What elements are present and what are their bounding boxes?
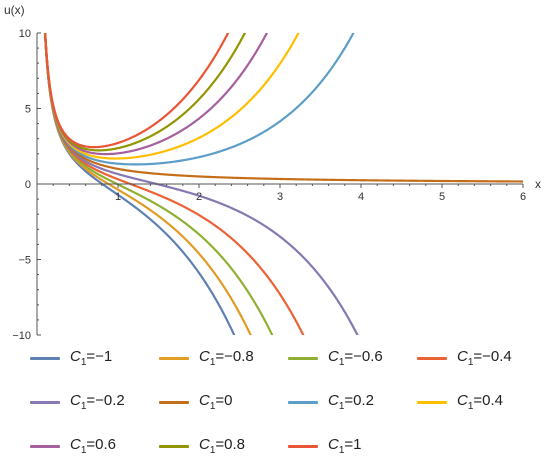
y-tick-label: −10	[12, 330, 31, 342]
legend-label-symbol: C	[199, 348, 210, 365]
y-tick-label: 10	[19, 28, 31, 40]
x-tick-label: 4	[358, 191, 364, 203]
legend-label: C1=−0.4	[457, 348, 512, 368]
legend-label-value: =−0.8	[215, 348, 254, 365]
legend-item: C1=0.4	[417, 392, 503, 412]
legend-item: C1=1	[288, 436, 362, 456]
series-line-10	[44, 33, 230, 149]
legend-swatch	[30, 444, 60, 448]
legend-label-value: =0.4	[473, 392, 504, 409]
series-line-2	[43, 33, 274, 335]
legend-swatch	[417, 400, 447, 404]
series-line-6	[44, 33, 355, 166]
legend-label: C1=0	[199, 392, 233, 412]
legend-label-subscript: 1	[338, 401, 345, 412]
legend-label-value: =−0.2	[86, 392, 125, 409]
legend-label-value: =−0.4	[473, 348, 512, 365]
legend-label-value: =0	[215, 392, 233, 409]
legend-label-symbol: C	[70, 436, 81, 453]
legend-label-subscript: 1	[80, 401, 87, 412]
legend-label-value: =1	[344, 436, 362, 453]
legend-swatch	[417, 356, 447, 360]
legend-swatch	[30, 356, 60, 360]
x-tick-label: 2	[196, 191, 202, 203]
series-line-1	[43, 33, 252, 335]
legend-label-subscript: 1	[467, 357, 474, 368]
legend-label: C1=0.8	[199, 436, 245, 456]
legend-label-subscript: 1	[338, 357, 345, 368]
legend-label-symbol: C	[328, 436, 339, 453]
series-line-3	[43, 33, 305, 335]
legend-label-symbol: C	[328, 348, 339, 365]
legend-item: C1=−0.4	[417, 348, 512, 368]
legend-label-subscript: 1	[80, 445, 87, 456]
legend-swatch	[30, 400, 60, 404]
series-line-4	[43, 33, 359, 335]
legend-swatch	[288, 444, 318, 448]
series-line-5	[43, 33, 523, 183]
legend-item: C1=0.6	[30, 436, 116, 456]
legend-label-symbol: C	[457, 348, 468, 365]
legend-swatch	[159, 444, 189, 448]
y-tick-label: −5	[18, 255, 31, 267]
x-axis-label: x	[535, 177, 541, 191]
y-tick-label: 5	[25, 104, 31, 116]
legend-label-symbol: C	[70, 392, 81, 409]
legend-swatch	[288, 356, 318, 360]
legend-label-value: =0.8	[215, 436, 246, 453]
legend-label: C1=−0.8	[199, 348, 254, 368]
legend-item: C1=−0.8	[159, 348, 254, 368]
x-tick-label: 6	[520, 191, 526, 203]
legend-item: C1=−1	[30, 348, 112, 368]
legend-label-value: =−0.6	[344, 348, 383, 365]
legend-label: C1=−1	[70, 348, 112, 368]
x-tick-label: 3	[277, 191, 283, 203]
legend-label-symbol: C	[70, 348, 81, 365]
y-tick-label: 0	[25, 179, 31, 191]
legend-swatch	[288, 400, 318, 404]
series-line-8	[44, 33, 269, 156]
legend-label-value: =0.2	[344, 392, 375, 409]
y-ticks: −10 −5 0 5 10	[12, 28, 41, 342]
legend-item: C1=−0.2	[30, 392, 125, 412]
legend-swatch	[159, 356, 189, 360]
legend-label-subscript: 1	[467, 401, 474, 412]
legend-label-value: =0.6	[86, 436, 117, 453]
legend-label-subscript: 1	[209, 445, 216, 456]
legend-label-value: =−1	[86, 348, 113, 365]
legend-label-subscript: 1	[80, 357, 87, 368]
axes: 1 2 3 4 5 6 −10 −5 0 5 10	[12, 28, 526, 342]
legend-item: C1=0.8	[159, 436, 245, 456]
legend-swatch	[159, 400, 189, 404]
legend-label: C1=0.4	[457, 392, 503, 412]
legend-label: C1=−0.2	[70, 392, 125, 412]
x-ticks: 1 2 3 4 5 6	[52, 184, 526, 203]
legend-label-symbol: C	[457, 392, 468, 409]
series-line-9	[44, 33, 247, 152]
legend-label: C1=0.6	[70, 436, 116, 456]
legend-label-symbol: C	[199, 392, 210, 409]
x-tick-label: 5	[439, 191, 445, 203]
legend-item: C1=−0.6	[288, 348, 383, 368]
legend-label-subscript: 1	[338, 445, 345, 456]
series-curves	[43, 33, 523, 335]
chart: 1 2 3 4 5 6 −10 −5 0 5 10 x u(x)	[4, 3, 541, 342]
legend-item: C1=0.2	[288, 392, 374, 412]
legend-label: C1=1	[328, 436, 362, 456]
series-line-7	[44, 33, 300, 160]
legend-label-symbol: C	[328, 392, 339, 409]
y-axis-label: u(x)	[4, 3, 25, 17]
series-line-0	[43, 33, 236, 335]
legend-label-symbol: C	[199, 436, 210, 453]
legend-label-subscript: 1	[209, 357, 216, 368]
x-tick-label: 1	[115, 191, 121, 203]
legend-label-subscript: 1	[209, 401, 216, 412]
legend-label: C1=0.2	[328, 392, 374, 412]
legend-item: C1=0	[159, 392, 233, 412]
legend-label: C1=−0.6	[328, 348, 383, 368]
